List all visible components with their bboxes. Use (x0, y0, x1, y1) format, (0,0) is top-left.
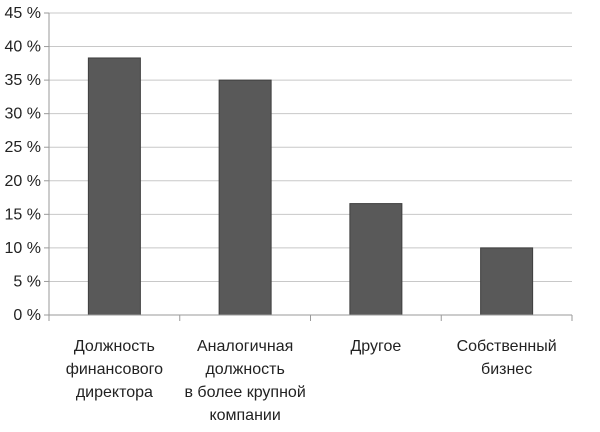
category-label-line: Аналогичная (197, 338, 293, 355)
category-label-line: компании (209, 407, 280, 424)
y-tick-label: 25 % (5, 139, 41, 156)
y-tick-label: 20 % (5, 173, 41, 190)
bar (218, 79, 272, 316)
bar (87, 57, 141, 316)
category-label-line: Должность (74, 338, 155, 355)
axes (44, 12, 573, 321)
category-label-line: директора (76, 384, 153, 401)
category-label-line: в более крупной (184, 384, 305, 401)
category-label-line: Другое (350, 338, 401, 355)
category-label-line: финансового (66, 361, 163, 378)
y-tick-label: 35 % (5, 72, 41, 89)
y-tick-label: 5 % (13, 273, 41, 290)
y-tick-label: 30 % (5, 106, 41, 123)
y-tick-label: 15 % (5, 206, 41, 223)
category-label: Аналогичная должность в более крупной компа… (184, 338, 305, 424)
category-label: Собственный бизнес (457, 338, 557, 378)
y-axis-tick-labels: 0 % 5 % 10 % 15 % 20 % 25 % 30 % 35 % 40 % 45 % (5, 5, 41, 324)
category-label-line: бизнес (481, 361, 532, 378)
category-label: Должность финансового директора (66, 338, 163, 401)
bar (349, 203, 403, 316)
y-tick-label: 10 % (5, 240, 41, 257)
bar (480, 247, 534, 316)
y-tick-label: 40 % (5, 39, 41, 56)
y-tick-label: 0 % (13, 307, 41, 324)
category-label: Другое (350, 338, 401, 355)
category-label-line: Собственный (457, 338, 557, 355)
y-tick-label: 45 % (5, 5, 41, 22)
category-label-line: должность (205, 361, 284, 378)
bars (87, 57, 534, 316)
x-axis-category-labels: Должность финансового директора Аналогичная… (66, 338, 557, 424)
